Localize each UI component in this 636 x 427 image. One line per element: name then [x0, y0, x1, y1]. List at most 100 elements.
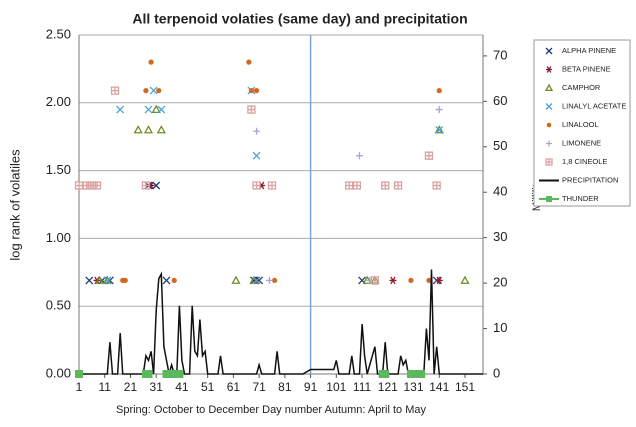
x-tick-label: 1 — [76, 380, 83, 394]
x-tick-label: 81 — [278, 380, 292, 394]
marker-x — [157, 105, 166, 114]
marker-triangle — [133, 125, 143, 134]
y2-tick-label: 40 — [493, 184, 507, 199]
marker-square — [267, 181, 277, 190]
marker-square — [74, 181, 84, 190]
marker-circle — [156, 87, 162, 94]
marker-plus — [355, 152, 363, 160]
y-tick-label: 1.50 — [46, 162, 71, 177]
marker-triangle — [94, 275, 105, 284]
marker-circle — [408, 277, 414, 284]
marker-circle — [271, 277, 278, 284]
marker-square — [252, 181, 261, 190]
x-tick-label: 61 — [227, 380, 241, 394]
marker-plus — [546, 140, 552, 147]
legend-label: 1,8 CINEOLE — [562, 157, 607, 166]
y-tick-label: 1.00 — [46, 230, 71, 245]
marker-plus — [435, 106, 443, 114]
marker-x — [149, 86, 158, 95]
x-tick-label: 141 — [429, 380, 449, 394]
marker-x — [435, 125, 444, 134]
chart-title: All terpenoid volaties (same day) and pr… — [132, 11, 467, 27]
y-tick-label: 2.00 — [46, 94, 71, 109]
marker-triangle — [156, 125, 166, 134]
marker-plus — [253, 127, 261, 135]
x-tick-label: 31 — [150, 380, 164, 394]
marker-star — [546, 66, 552, 73]
marker-plus — [265, 276, 273, 284]
marker-x — [545, 47, 553, 55]
legend-label: BETA PINENE — [562, 64, 611, 73]
marker-x — [116, 105, 125, 114]
x-tick-label: 121 — [378, 380, 398, 394]
marker-x — [103, 276, 112, 285]
marker-square — [92, 181, 102, 190]
y-tick-label: 0.00 — [46, 365, 71, 380]
x-tick-label: 91 — [304, 380, 318, 394]
marker-x — [545, 103, 553, 110]
marker-square — [345, 181, 354, 190]
legend-label: LIMONENE — [562, 138, 601, 147]
marker-x — [252, 151, 261, 160]
x-tick-label: 71 — [252, 380, 266, 394]
y-tick-label: 0.50 — [46, 298, 71, 313]
x-tick-label: 151 — [455, 380, 475, 394]
marker-square — [393, 181, 403, 190]
y2-tick-label: 70 — [493, 47, 507, 62]
precipitation-line — [79, 269, 483, 375]
marker-x — [162, 276, 171, 285]
x-tick-label: 101 — [326, 380, 346, 394]
y2-tick-label: 0 — [493, 365, 500, 380]
marker-square — [432, 181, 441, 190]
marker-filled-square — [175, 370, 184, 378]
marker-circle — [148, 59, 154, 65]
marker-triangle — [544, 83, 554, 92]
marker-star — [389, 276, 397, 285]
y2-tick-label: 30 — [493, 229, 507, 244]
marker-triangle — [151, 104, 161, 114]
marker-star — [435, 276, 443, 285]
marker-filled-square — [144, 370, 153, 378]
marker-square — [381, 181, 390, 190]
y-tick-label: 2.50 — [46, 26, 71, 41]
marker-circle — [426, 277, 432, 284]
x-tick-label: 41 — [175, 380, 189, 394]
y2-tick-label: 10 — [493, 320, 507, 335]
x-axis-label: Spring: October to December Day number A… — [116, 404, 426, 416]
y2-tick-label: 60 — [493, 93, 507, 108]
marker-triangle — [434, 125, 444, 134]
marker-filled-square — [381, 370, 390, 378]
x-tick-label: 51 — [201, 380, 215, 394]
x-tick-label: 111 — [353, 380, 372, 394]
marker-circle — [253, 87, 260, 94]
marker-square — [110, 86, 120, 95]
marker-circle — [546, 122, 552, 128]
x-tick-label: 11 — [98, 380, 111, 394]
marker-x — [144, 105, 153, 114]
marker-circle — [143, 87, 149, 94]
x-tick-label: 131 — [404, 380, 424, 394]
legend-label: PRECIPITATION — [562, 175, 618, 184]
legend-label: LINALYL ACETATE — [562, 101, 626, 110]
marker-filled-square — [75, 370, 83, 378]
marker-triangle — [460, 275, 470, 284]
legend-label: LINALOOL — [562, 120, 599, 129]
legend-label: THUNDER — [562, 194, 599, 203]
marker-square — [247, 105, 256, 114]
marker-square — [370, 276, 380, 285]
x-tick-label: 21 — [124, 380, 138, 394]
marker-square — [424, 151, 434, 160]
marker-circle — [171, 277, 177, 284]
marker-circle — [436, 87, 442, 94]
marker-triangle — [102, 275, 112, 284]
marker-square — [545, 158, 553, 166]
legend-label: ALPHA PINENE — [562, 46, 616, 55]
marker-circle — [248, 87, 255, 94]
legend-label: CAMPHOR — [562, 83, 601, 92]
marker-square — [141, 181, 151, 190]
marker-square — [352, 181, 362, 190]
y2-tick-label: 20 — [493, 275, 507, 290]
marker-filled-square — [546, 196, 552, 202]
marker-circle — [122, 277, 128, 284]
marker-filled-square — [417, 370, 426, 378]
